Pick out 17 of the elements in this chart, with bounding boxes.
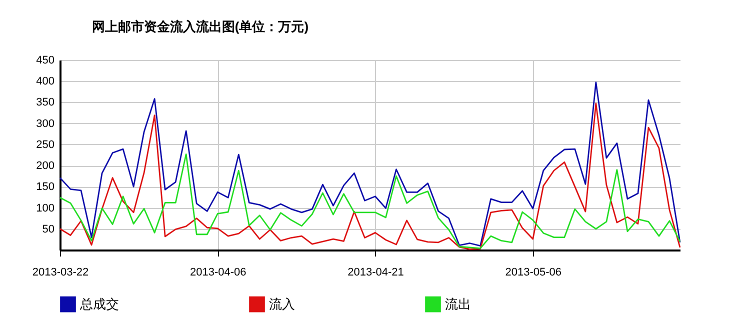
y-tick-label: 400 — [36, 76, 54, 88]
chart-title: 网上邮市资金流入流出图(单位：万元) — [92, 19, 309, 34]
y-tick-label: 250 — [36, 138, 54, 151]
x-tick-label: 2013-04-21 — [348, 266, 404, 278]
x-tick-label: 2013-03-22 — [32, 266, 89, 278]
legend-label: 总成交 — [79, 296, 119, 312]
y-tick-label: 200 — [36, 160, 54, 172]
legend-label: 流出 — [445, 296, 471, 312]
x-tick-label: 2013-05-06 — [505, 266, 562, 278]
y-tick-label: 300 — [36, 118, 54, 130]
x-tick-label: 2013-04-06 — [190, 266, 246, 278]
y-tick-label: 350 — [36, 96, 54, 109]
y-tick-label: 100 — [36, 202, 54, 214]
y-tick-label: 50 — [42, 223, 54, 236]
legend-label: 流入 — [269, 296, 295, 312]
y-tick-label: 150 — [36, 181, 54, 194]
y-tick-label: 450 — [36, 54, 54, 66]
